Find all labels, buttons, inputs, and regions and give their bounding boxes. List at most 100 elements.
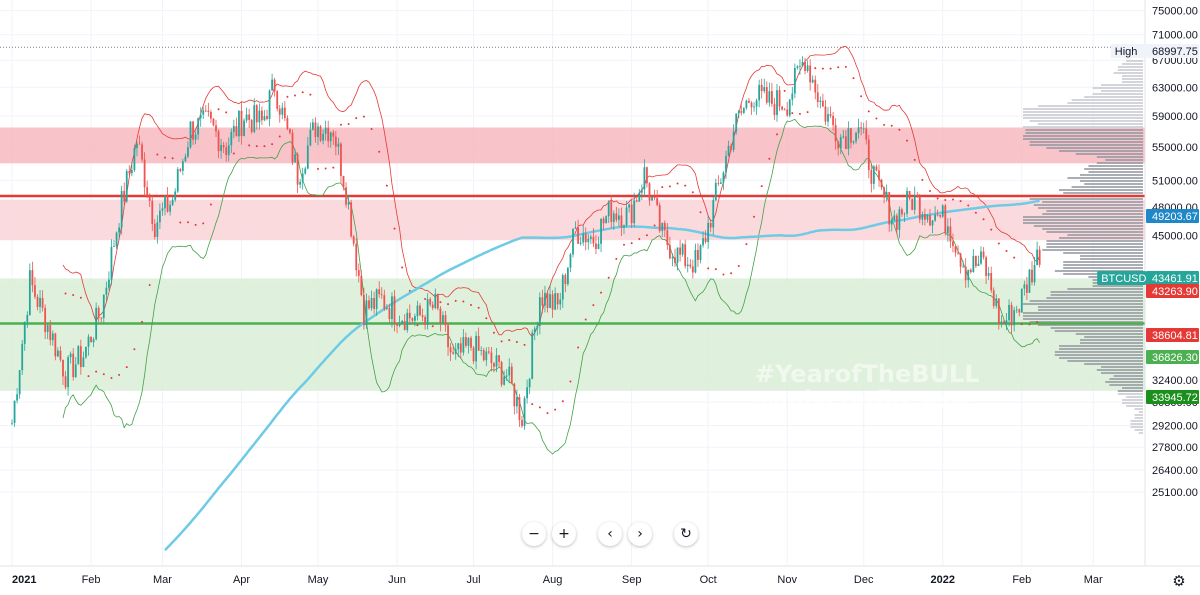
candle-body: [447, 325, 449, 348]
volume-profile-bar: [1122, 63, 1143, 65]
candle-body: [987, 273, 990, 276]
candle-body: [11, 422, 13, 424]
zoom-out-button[interactable]: −: [522, 522, 546, 546]
candle-body: [623, 225, 625, 228]
candle-body: [997, 298, 1000, 324]
volume-profile-bar: [1042, 201, 1143, 203]
time-tick-label[interactable]: Aug: [543, 574, 563, 586]
volume-profile-bar: [1023, 219, 1143, 221]
volume-profile-bar: [1050, 291, 1143, 293]
parabolic-sar-dot: [125, 366, 128, 369]
candle-body: [393, 296, 396, 324]
time-tick-label[interactable]: Feb: [82, 574, 101, 586]
time-tick-label[interactable]: Jun: [388, 574, 406, 586]
price-tick-label[interactable]: 75000.00: [1152, 6, 1198, 18]
candle-body: [544, 292, 546, 306]
candle-body: [123, 190, 126, 202]
candle-body: [806, 65, 809, 71]
time-tick-label[interactable]: Feb: [1012, 574, 1031, 586]
time-tick-label[interactable]: Dec: [854, 574, 874, 586]
price-tick-label[interactable]: 45000.00: [1152, 230, 1198, 242]
price-tick-label[interactable]: 59000.00: [1152, 111, 1198, 123]
candle-body: [633, 200, 636, 224]
candle-body: [462, 337, 465, 353]
time-tick-label[interactable]: Apr: [233, 574, 250, 586]
scroll-right-button[interactable]: ›: [628, 522, 652, 546]
volume-profile-bar: [1084, 168, 1143, 170]
time-tick-label[interactable]: Oct: [700, 574, 717, 586]
candle-body: [521, 419, 523, 426]
candle-body: [745, 100, 748, 109]
parabolic-sar-dot: [393, 227, 396, 230]
parabolic-sar-dot: [1020, 323, 1023, 326]
volume-profile-bar: [1059, 345, 1143, 347]
candle-body: [954, 246, 957, 253]
reset-chart-button[interactable]: ↻: [674, 522, 698, 546]
volume-profile-bar: [1122, 387, 1143, 389]
parabolic-sar-dot: [668, 185, 671, 188]
price-tick-label[interactable]: 55000.00: [1152, 142, 1198, 154]
candle-body: [589, 236, 592, 239]
candle-body: [179, 169, 182, 171]
scroll-left-button[interactable]: ‹: [598, 522, 622, 546]
volume-profile-bar: [1023, 117, 1143, 119]
candle-body: [485, 351, 488, 361]
price-tick-label[interactable]: 25100.00: [1152, 487, 1198, 499]
time-tick-label[interactable]: Mar: [1084, 574, 1103, 586]
candle-body: [865, 128, 868, 140]
candle-body: [125, 171, 128, 202]
time-tick-label[interactable]: Jul: [467, 574, 481, 586]
candle-body: [658, 205, 661, 232]
candle-body: [878, 170, 880, 180]
candle-body: [834, 125, 837, 142]
zoom-in-button[interactable]: +: [552, 522, 576, 546]
candle-body: [656, 197, 659, 206]
parabolic-sar-dot: [974, 211, 977, 214]
candle-body: [482, 350, 485, 361]
parabolic-sar-dot: [829, 67, 832, 70]
candle-body: [857, 127, 860, 133]
time-tick-label[interactable]: Mar: [153, 574, 172, 586]
candle-body: [768, 91, 771, 103]
candle-body: [1010, 304, 1013, 326]
candle-body: [975, 255, 977, 267]
candle-body: [916, 195, 919, 197]
price-tick-label[interactable]: 27800.00: [1152, 442, 1198, 454]
price-tick-label[interactable]: 32400.00: [1152, 375, 1198, 387]
candle-body: [564, 275, 567, 285]
parabolic-sar-dot: [118, 373, 121, 376]
time-tick-label[interactable]: 2022: [931, 574, 955, 586]
price-badge-value: 43263.90: [1152, 286, 1198, 298]
candle-body: [972, 255, 975, 273]
candle-body: [363, 295, 365, 326]
candle-body: [176, 169, 179, 192]
candlestick-series[interactable]: [11, 56, 1041, 430]
candle-body: [620, 215, 623, 228]
time-tick-label[interactable]: Sep: [622, 574, 642, 586]
parabolic-sar-dot: [179, 221, 182, 224]
time-tick-label[interactable]: May: [308, 574, 329, 586]
price-tick-label[interactable]: 63000.00: [1152, 82, 1198, 94]
price-tick-label[interactable]: 71000.00: [1152, 30, 1198, 42]
price-tick-label[interactable]: 67000.00: [1152, 55, 1198, 67]
parabolic-sar-dot: [508, 339, 511, 342]
price-tick-label[interactable]: 26400.00: [1152, 465, 1198, 477]
time-axis[interactable]: 2021 Feb Mar Apr May Jun Jul Aug Sep Oct Nov Dec 202…: [0, 565, 1200, 595]
time-tick-label[interactable]: 2021: [12, 574, 36, 586]
time-tick-label[interactable]: Nov: [777, 574, 797, 586]
candle-body: [651, 196, 653, 201]
volume-profile-bar: [1138, 432, 1143, 434]
gear-icon[interactable]: ⚙: [1172, 572, 1186, 590]
parabolic-sar-dot: [982, 218, 985, 221]
candle-body: [74, 364, 77, 378]
candle-body: [890, 220, 893, 225]
parabolic-sar-dot: [860, 95, 863, 98]
price-tick-label[interactable]: 51000.00: [1152, 175, 1198, 187]
parabolic-sar-dot: [615, 257, 618, 260]
parabolic-sar-dot: [294, 94, 297, 97]
price-tick-label[interactable]: 29200.00: [1152, 421, 1198, 433]
volume-profile-bar: [1134, 414, 1143, 416]
candle-body: [625, 207, 628, 226]
candle-body: [839, 137, 842, 149]
